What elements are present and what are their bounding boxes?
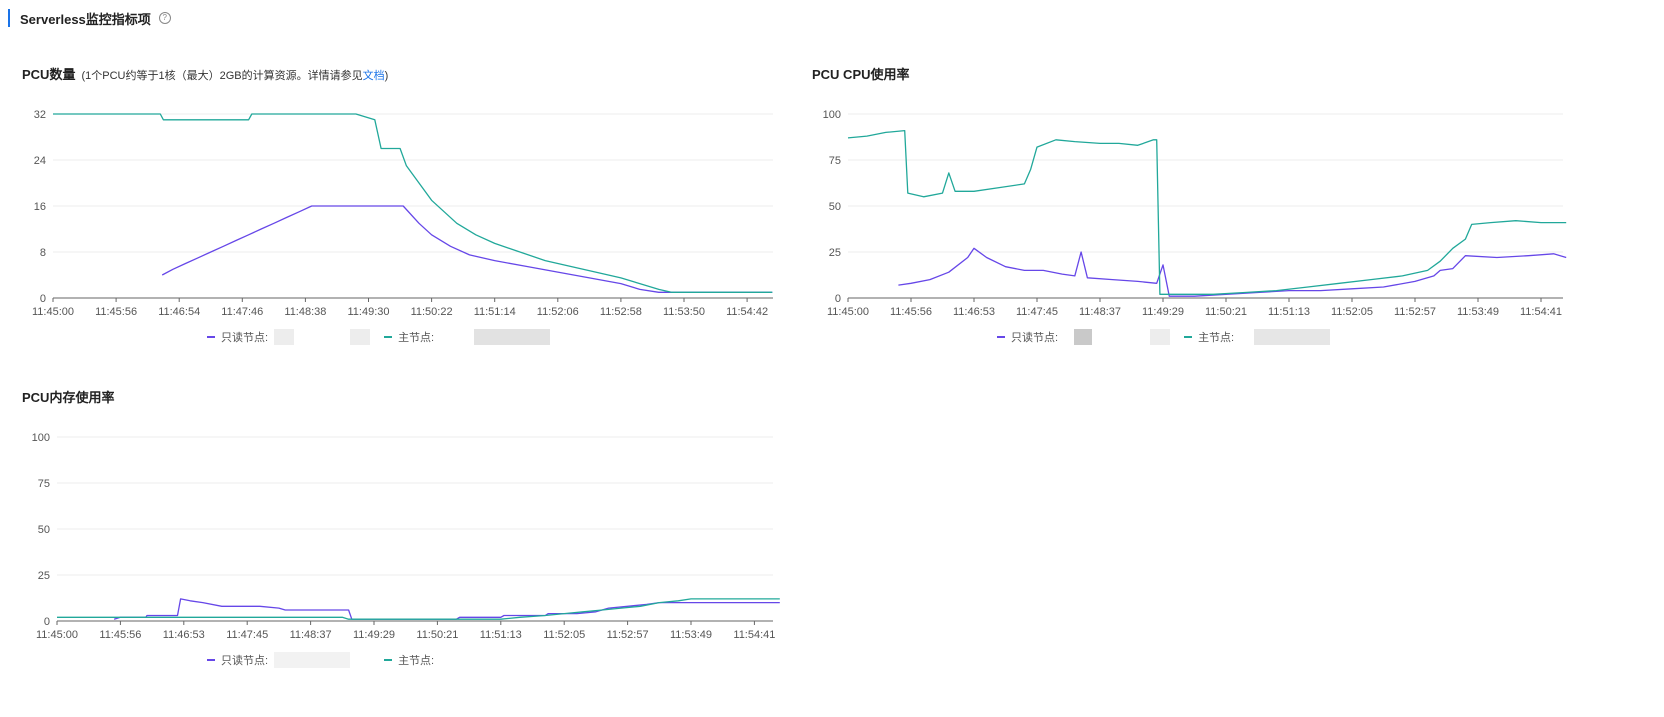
x-tick-label: 11:54:41	[733, 629, 775, 641]
legend-primary-label: 主节点:	[398, 332, 435, 344]
y-tick-label: 50	[829, 201, 841, 213]
series-line[interactable]	[898, 247, 1567, 297]
x-tick-label: 11:52:05	[543, 629, 585, 641]
series-line[interactable]	[161, 205, 773, 293]
x-tick-label: 11:45:00	[32, 306, 74, 318]
series-line[interactable]	[53, 113, 773, 293]
legend-readonly-swatch	[997, 336, 1005, 338]
pcu-count-title: PCU数量 (1个PCU约等于1核（最大）2GB的计算资源。详情请参见文档)	[22, 64, 388, 83]
redacted-value	[1074, 329, 1171, 345]
y-tick-label: 0	[44, 616, 50, 628]
legend-readonly-swatch	[207, 336, 215, 338]
pcu-count-chart: 0 8 16 24 32 11:45:00 11:45:56 11:46:54 11:47:46…	[32, 109, 773, 318]
legend-readonly-label: 只读节点:	[221, 655, 269, 667]
legend-readonly[interactable]: 只读节点:	[997, 329, 1171, 345]
x-tick-label: 11:49:29	[1142, 306, 1184, 318]
pcu-count-legend: 只读节点: 主节点:	[207, 329, 618, 345]
pcu-count-note-suffix: )	[384, 70, 389, 82]
x-tick-label: 11:50:21	[1205, 306, 1247, 318]
legend-readonly[interactable]: 只读节点:	[207, 652, 371, 668]
x-tick-label: 11:46:54	[158, 306, 200, 318]
pcu-mem-title: PCU内存使用率	[22, 390, 115, 405]
redacted-value	[1254, 329, 1331, 345]
y-tick-label: 16	[34, 201, 46, 213]
x-tick-label: 11:52:05	[1331, 306, 1373, 318]
y-tick-label: 8	[40, 247, 46, 259]
x-tick-label: 11:48:37	[290, 629, 332, 641]
legend-primary[interactable]: 主节点:	[384, 329, 605, 345]
redacted-value	[274, 652, 371, 668]
legend-primary-label: 主节点:	[1198, 332, 1235, 344]
pcu-count-note-prefix: (1个PCU约等于1核（最大）2GB的计算资源。详情请参见	[81, 70, 363, 82]
x-tick-label: 11:51:13	[480, 629, 522, 641]
x-tick-label: 11:46:53	[163, 629, 205, 641]
pcu-count-note: (1个PCU约等于1核（最大）2GB的计算资源。详情请参见文档)	[81, 70, 388, 82]
x-tick-label: 11:49:30	[347, 306, 389, 318]
section-title: Serverless监控指标项	[20, 11, 151, 27]
x-tick-label: 11:54:42	[726, 306, 768, 318]
x-tick-label: 11:52:58	[600, 306, 642, 318]
x-tick-label: 11:50:21	[416, 629, 458, 641]
x-tick-label: 11:50:22	[411, 306, 453, 318]
x-tick-label: 11:53:49	[1457, 306, 1499, 318]
pcu-cpu-legend: 只读节点: 主节点:	[997, 329, 1344, 345]
legend-primary[interactable]: 主节点:	[1184, 329, 1331, 345]
x-tick-label: 11:51:13	[1268, 306, 1310, 318]
x-tick-label: 11:45:00	[827, 306, 869, 318]
x-tick-label: 11:48:37	[1079, 306, 1121, 318]
series-line[interactable]	[847, 129, 1567, 295]
x-tick-label: 11:53:50	[663, 306, 705, 318]
x-tick-label: 11:53:49	[670, 629, 712, 641]
y-tick-label: 100	[32, 432, 50, 444]
redacted-value	[274, 329, 371, 345]
pcu-count-title-text: PCU数量	[22, 67, 76, 82]
y-tick-label: 0	[835, 293, 841, 305]
x-tick-label: 11:52:57	[607, 629, 649, 641]
y-tick-label: 75	[829, 155, 841, 167]
legend-primary-label: 主节点:	[398, 655, 435, 667]
legend-readonly[interactable]: 只读节点:	[207, 329, 371, 345]
x-tick-label: 11:51:14	[474, 306, 516, 318]
x-tick-label: 11:45:56	[890, 306, 932, 318]
legend-primary[interactable]: 主节点:	[384, 652, 434, 668]
y-tick-label: 25	[829, 247, 841, 259]
pcu-mem-legend: 只读节点: 主节点:	[207, 652, 448, 668]
pcu-mem-chart: 0 25 50 75 100 11:45:00 11:45:56 11:46:53 11:47:…	[32, 432, 780, 641]
y-tick-label: 32	[34, 109, 46, 121]
y-tick-label: 50	[38, 524, 50, 536]
legend-readonly-swatch	[207, 659, 215, 661]
legend-readonly-label: 只读节点:	[1011, 332, 1059, 344]
series-line[interactable]	[113, 598, 780, 620]
x-tick-label: 11:48:38	[284, 306, 326, 318]
y-tick-label: 24	[34, 155, 46, 167]
x-tick-label: 11:46:53	[953, 306, 995, 318]
x-tick-label: 11:45:00	[36, 629, 78, 641]
y-tick-label: 0	[40, 293, 46, 305]
y-tick-label: 100	[823, 109, 841, 121]
series-line[interactable]	[57, 598, 780, 620]
legend-readonly-label: 只读节点:	[221, 332, 269, 344]
y-tick-label: 25	[38, 570, 50, 582]
x-tick-label: 11:47:46	[221, 306, 263, 318]
x-tick-label: 11:52:57	[1394, 306, 1436, 318]
x-tick-label: 11:49:29	[353, 629, 395, 641]
section-header: Serverless监控指标项 ?	[8, 8, 171, 28]
redacted-value	[474, 329, 605, 345]
doc-link[interactable]: 文档	[362, 70, 385, 82]
section-accent-bar	[8, 9, 10, 27]
x-tick-label: 11:45:56	[99, 629, 141, 641]
legend-primary-swatch	[384, 659, 393, 661]
x-tick-label: 11:45:56	[95, 306, 137, 318]
x-tick-label: 11:47:45	[226, 629, 268, 641]
x-tick-label: 11:54:41	[1520, 306, 1562, 318]
pcu-cpu-title: PCU CPU使用率	[812, 67, 910, 82]
x-tick-label: 11:47:45	[1016, 306, 1058, 318]
legend-primary-swatch	[1184, 336, 1193, 338]
question-circle-icon[interactable]: ?	[158, 12, 171, 24]
x-tick-label: 11:52:06	[537, 306, 579, 318]
pcu-cpu-chart: 0 25 50 75 100 11:45:00 11:45:56 11:46:53 11:47:…	[823, 109, 1567, 318]
y-tick-label: 75	[38, 478, 50, 490]
legend-primary-swatch	[384, 336, 393, 338]
